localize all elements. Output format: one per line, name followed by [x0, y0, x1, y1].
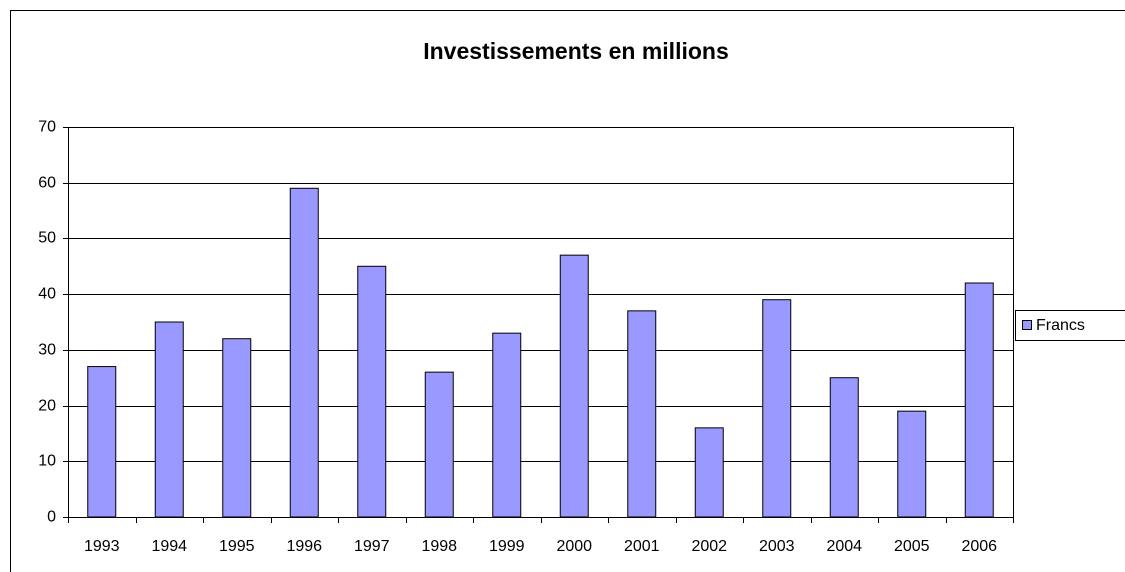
y-tick-label: 30: [38, 342, 56, 359]
x-tick-label: 1995: [219, 538, 255, 555]
bar: [762, 299, 792, 518]
x-tick-label: 2005: [894, 538, 930, 555]
bar: [694, 427, 724, 518]
bar: [627, 310, 657, 518]
legend-label: Francs: [1036, 317, 1085, 334]
bar: [87, 366, 117, 518]
x-tick-label: 2000: [556, 538, 592, 555]
bar: [222, 338, 252, 518]
y-tick-label: 70: [38, 119, 56, 136]
y-tick-label: 0: [47, 509, 56, 526]
bar: [492, 332, 522, 518]
y-tick-label: 60: [38, 175, 56, 192]
y-tick-label: 10: [38, 453, 56, 470]
x-tick-label: 1994: [151, 538, 187, 555]
y-tick-label: 40: [38, 286, 56, 303]
x-tick-label: 2001: [624, 538, 660, 555]
bar: [154, 321, 184, 518]
bar: [964, 282, 994, 518]
bar: [424, 371, 454, 518]
x-tick-label: 1997: [354, 538, 390, 555]
bar: [897, 410, 927, 518]
x-tick-label: 2004: [826, 538, 862, 555]
legend-swatch: [1022, 320, 1032, 330]
y-tick-label: 20: [38, 398, 56, 415]
x-tick-label: 1993: [84, 538, 120, 555]
chart-title: Investissements en millions: [423, 38, 729, 64]
bar: [559, 254, 589, 518]
bar: [357, 265, 387, 518]
x-tick-label: 2003: [759, 538, 795, 555]
bar: [289, 187, 319, 518]
bar: [829, 377, 859, 518]
legend-box: [1015, 310, 1125, 341]
x-tick-label: 1996: [286, 538, 322, 555]
x-tick-label: 1998: [421, 538, 457, 555]
x-tick-label: 2002: [691, 538, 727, 555]
y-tick-label: 50: [38, 230, 56, 247]
x-tick-label: 1999: [489, 538, 525, 555]
x-tick-label: 2006: [961, 538, 997, 555]
